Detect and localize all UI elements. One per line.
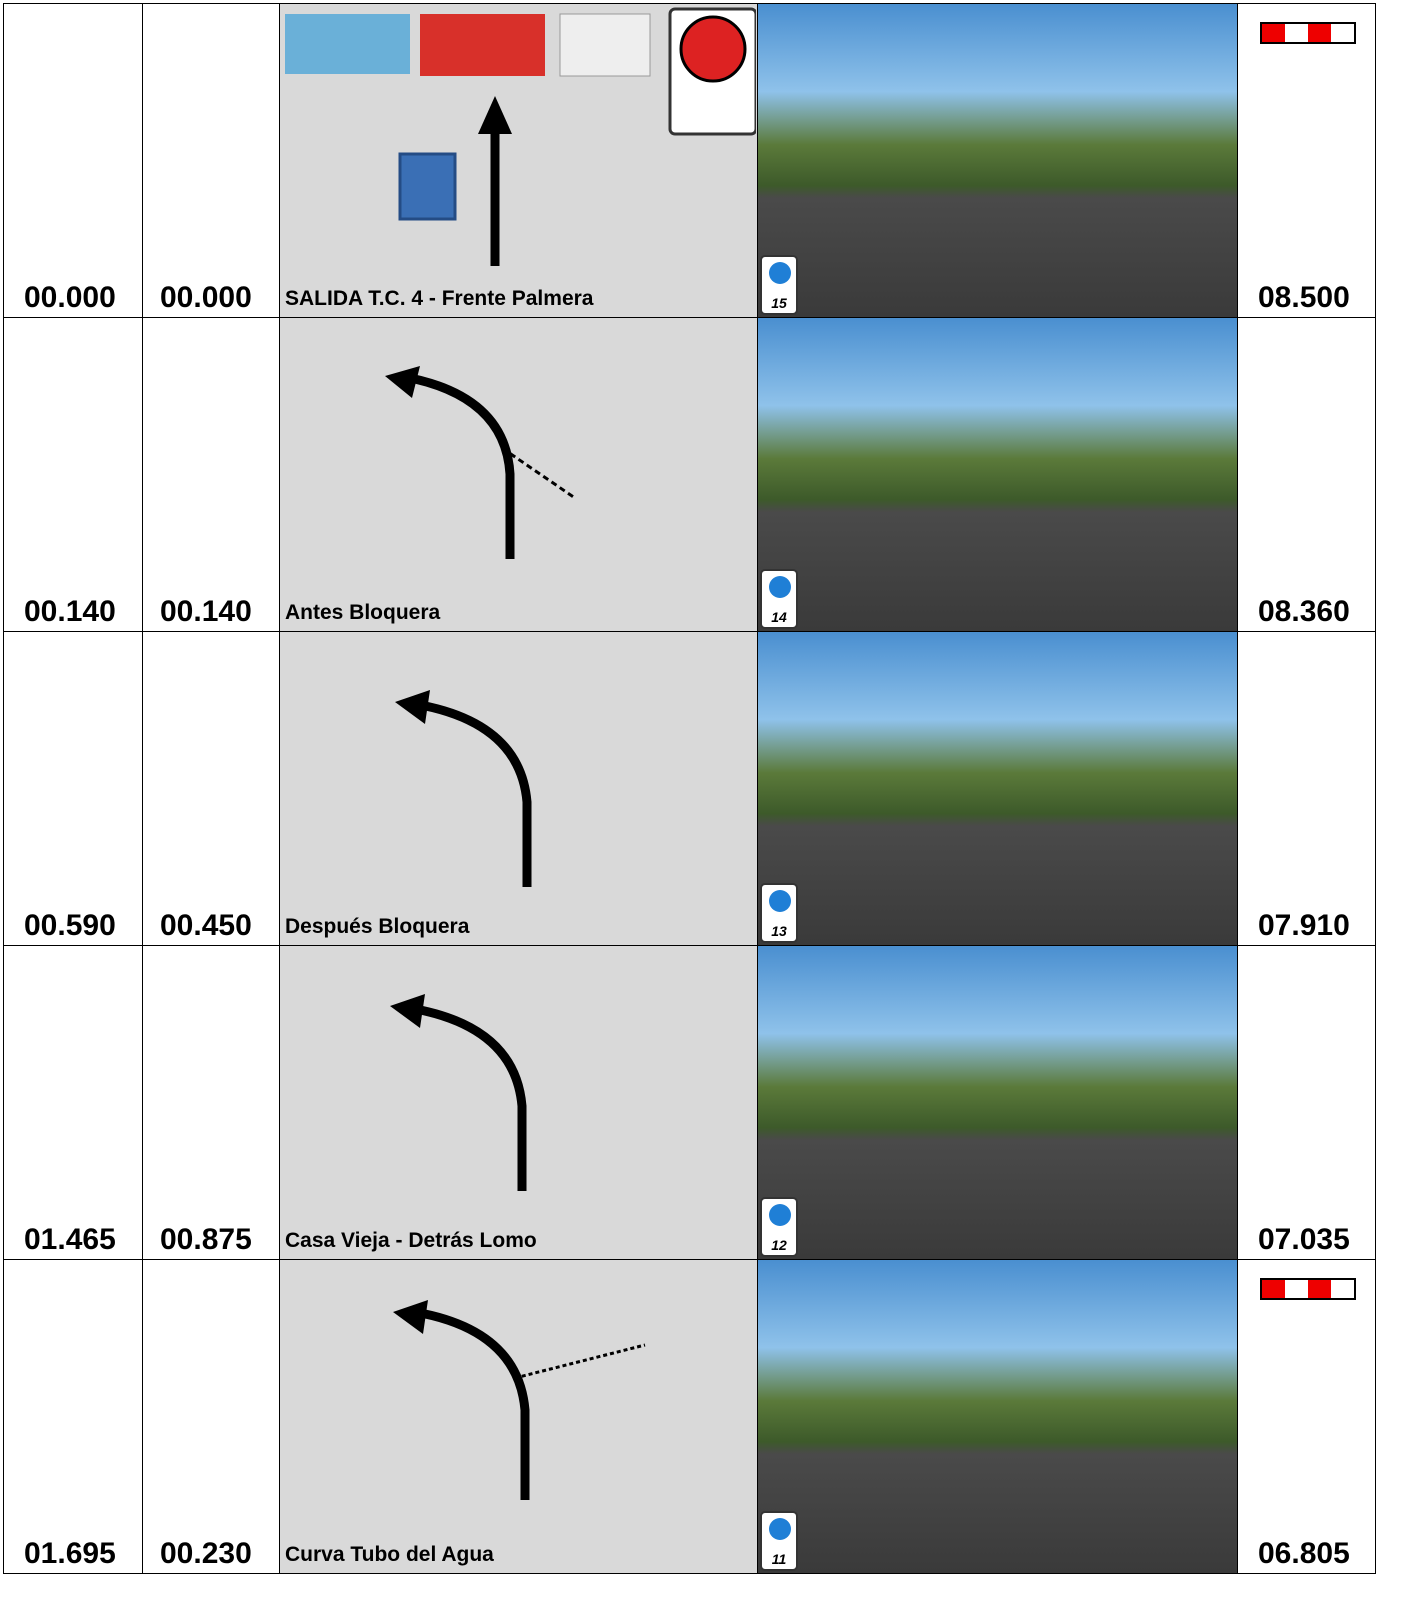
cell-3: 13: [757, 631, 1238, 946]
total-distance: 00.140: [24, 595, 116, 628]
badge-icon: [769, 890, 791, 912]
remaining-distance: 08.360: [1258, 595, 1350, 628]
description: Casa Vieja - Detrás Lomo: [285, 1229, 537, 1252]
cell-0: 01.465: [3, 945, 143, 1260]
cell-1: 00.875: [142, 945, 280, 1260]
total-distance: 01.695: [24, 1537, 116, 1570]
marker: [1260, 22, 1356, 44]
cell-4: 08.360: [1237, 317, 1376, 632]
diagram: [390, 994, 527, 1191]
partial-distance: 00.140: [160, 595, 252, 628]
description: SALIDA T.C. 4 - Frente Palmera: [285, 287, 594, 310]
badge: 13: [760, 883, 798, 943]
cell-1: 00.450: [142, 631, 280, 946]
cell-0: 00.000: [3, 3, 143, 318]
cell-3: 15: [757, 3, 1238, 318]
cell-2: Casa Vieja - Detrás Lomo: [279, 945, 758, 1260]
badge-number: 15: [771, 295, 787, 311]
diagram: [395, 690, 532, 887]
remaining-distance: 08.500: [1258, 281, 1350, 314]
marker: [1260, 1278, 1356, 1300]
cell-0: 00.590: [3, 631, 143, 946]
cell-3: 14: [757, 317, 1238, 632]
cell-3: 11: [757, 1259, 1238, 1574]
cell-1: 00.140: [142, 317, 280, 632]
badge-number: 11: [771, 1551, 787, 1567]
total-distance: 00.590: [24, 909, 116, 942]
badge: 12: [760, 1197, 798, 1257]
partial-distance: 00.450: [160, 909, 252, 942]
cell-4: 07.910: [1237, 631, 1376, 946]
badge-number: 13: [771, 923, 787, 939]
badge-icon: [769, 576, 791, 598]
badge-number: 12: [771, 1237, 787, 1253]
badge-icon: [769, 262, 791, 284]
cell-2: Curva Tubo del Agua: [279, 1259, 758, 1574]
cell-4: 07.035: [1237, 945, 1376, 1260]
partial-distance: 00.230: [160, 1537, 252, 1570]
partial-distance: 00.875: [160, 1223, 252, 1256]
diagram: [393, 1300, 646, 1500]
badge: 11: [760, 1511, 798, 1571]
remaining-distance: 07.035: [1258, 1223, 1350, 1256]
badge-icon: [769, 1204, 791, 1226]
total-distance: 00.000: [24, 281, 116, 314]
cell-1: 00.230: [142, 1259, 280, 1574]
description: Curva Tubo del Agua: [285, 1543, 494, 1566]
badge: 15: [760, 255, 798, 315]
cell-2: Después Bloquera: [279, 631, 758, 946]
description: Después Bloquera: [285, 915, 470, 938]
badge-icon: [769, 1518, 791, 1540]
diagram: [285, 7, 758, 266]
diagram: [385, 366, 576, 559]
cell-0: 01.695: [3, 1259, 143, 1574]
description: Antes Bloquera: [285, 601, 441, 624]
cell-2: SALIDA T.C. 4 - Frente Palmera: [279, 3, 758, 318]
remaining-distance: 07.910: [1258, 909, 1350, 942]
cell-1: 00.000: [142, 3, 280, 318]
total-distance: 01.465: [24, 1223, 116, 1256]
partial-distance: 00.000: [160, 281, 252, 314]
cell-0: 00.140: [3, 317, 143, 632]
cell-4: 08.500: [1237, 3, 1376, 318]
cell-4: 06.805: [1237, 1259, 1376, 1574]
cell-3: 12: [757, 945, 1238, 1260]
remaining-distance: 06.805: [1258, 1537, 1350, 1570]
badge-number: 14: [771, 609, 787, 625]
badge: 14: [760, 569, 798, 629]
cell-2: Antes Bloquera: [279, 317, 758, 632]
